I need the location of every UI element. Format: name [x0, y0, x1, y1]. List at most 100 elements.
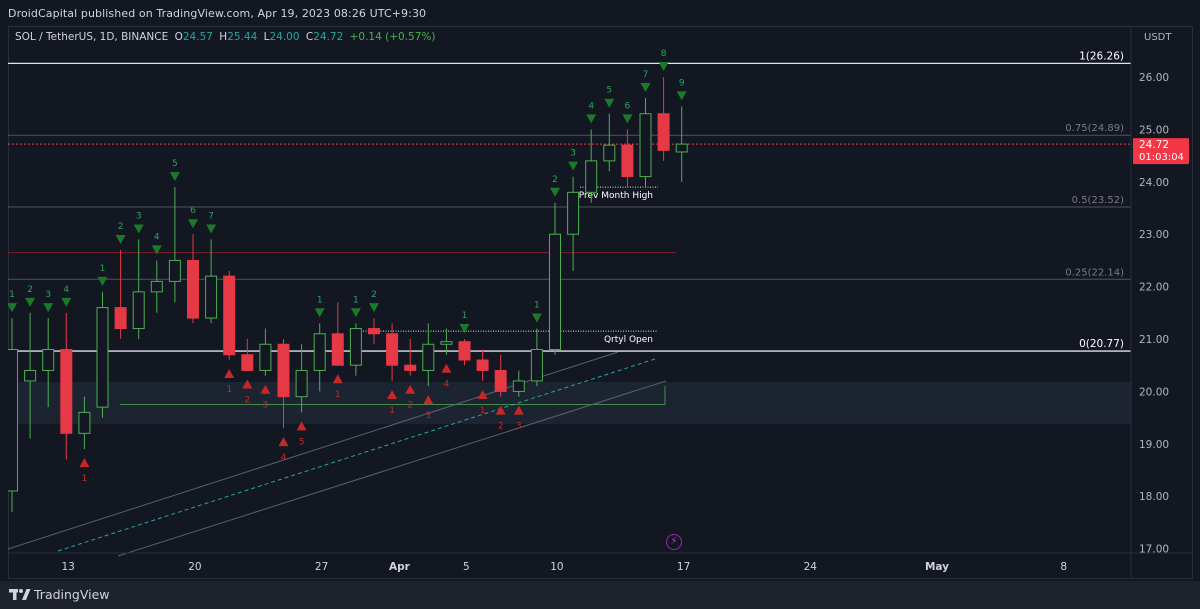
open-value: 24.57	[182, 31, 213, 43]
candle-body	[621, 144, 634, 178]
candle	[223, 270, 236, 360]
fib-level-label: 0.75(24.89)	[1065, 123, 1124, 134]
candle-body	[24, 369, 37, 382]
sell-setup-marker	[550, 187, 560, 197]
tradingview-logo[interactable]: TradingView	[9, 586, 110, 602]
candle-body	[205, 275, 218, 319]
buy-count-label: 2	[498, 422, 504, 432]
price-tick-label: 24.00	[1139, 177, 1169, 189]
symbol-label: SOL / TetherUS, 1D, BINANCE	[15, 31, 169, 43]
candle-body	[114, 307, 127, 330]
sell-count-label: 2	[552, 175, 558, 185]
high-value: 25.44	[227, 31, 258, 43]
price-tick-label: 22.00	[1139, 282, 1169, 294]
sell-count-label: 1	[534, 301, 540, 311]
sell-count-label: 1	[9, 290, 15, 300]
sell-count-label: 4	[63, 285, 69, 295]
candle-body	[313, 333, 326, 371]
candle	[331, 302, 344, 366]
candle	[295, 344, 308, 413]
buy-setup-marker	[332, 374, 343, 384]
sell-setup-marker	[61, 297, 72, 307]
candle	[24, 312, 37, 439]
sell-count-label: 3	[45, 290, 51, 300]
candle-body	[60, 349, 73, 434]
time-tick-label: 24	[804, 561, 818, 573]
lightning-icon[interactable]: ⚡	[666, 534, 682, 550]
buy-count-label: 1	[226, 385, 232, 395]
candle-body	[603, 144, 616, 162]
time-tick-label: 8	[1060, 561, 1067, 573]
close-label: C	[305, 31, 314, 43]
sell-setup-marker	[459, 324, 470, 334]
buy-setup-marker	[260, 384, 271, 394]
candle	[585, 129, 598, 203]
buy-setup-marker	[224, 368, 235, 378]
sell-count-label: 1	[100, 264, 106, 274]
change-value: +0.14 (+0.57%)	[349, 31, 436, 43]
time-tick-label: 20	[188, 561, 201, 573]
candle-body	[295, 369, 308, 398]
buy-count-label: 2	[244, 395, 250, 405]
time-tick-label: May	[925, 561, 949, 573]
time-tick-label: 13	[62, 561, 75, 573]
sell-setup-marker	[604, 98, 615, 108]
candle-body	[42, 349, 55, 371]
candle	[78, 396, 91, 450]
sell-count-label: 2	[27, 285, 33, 295]
candle-body	[549, 233, 561, 351]
candle	[567, 176, 580, 271]
time-tick-label: 10	[550, 561, 563, 573]
candle	[512, 370, 525, 397]
last-price-value: 24.72	[1139, 139, 1169, 151]
candle	[458, 339, 471, 366]
candle-body	[132, 291, 145, 330]
candle-body	[259, 343, 272, 371]
sell-setup-marker	[25, 297, 36, 307]
sell-setup-marker	[97, 276, 108, 286]
buy-setup-marker	[242, 379, 253, 389]
sell-count-label: 8	[661, 49, 667, 59]
candle	[440, 328, 453, 355]
brand-name: TradingView	[34, 586, 110, 602]
candle-body	[440, 341, 453, 345]
candle-body	[512, 380, 525, 392]
buy-setup-marker	[405, 384, 416, 394]
candle	[621, 129, 634, 188]
candle-body	[241, 354, 254, 371]
candle	[313, 323, 326, 392]
buy-count-label: 5	[299, 437, 305, 447]
candle	[241, 339, 254, 371]
sell-count-label: 2	[118, 222, 124, 232]
high-label: H	[219, 31, 228, 43]
candle-body	[458, 341, 471, 361]
sell-setup-marker	[133, 224, 144, 234]
price-chart[interactable]: 1(26.26) 0.75(24.89) 0.5(23.52) 0.25(22.14)…	[8, 26, 1193, 579]
buy-setup-marker	[79, 458, 90, 468]
buy-count-label: 2	[407, 401, 413, 411]
candle-body	[494, 369, 507, 392]
sell-setup-marker	[151, 245, 162, 255]
price-tick-label: 25.00	[1139, 124, 1169, 136]
candle-body	[585, 160, 598, 193]
sell-setup-marker	[369, 303, 379, 313]
sell-setup-marker	[676, 91, 687, 101]
price-tick-label: 19.00	[1139, 439, 1169, 451]
symbol-legend: SOL / TetherUS, 1D, BINANCE O24.57 H25.4…	[15, 31, 438, 43]
candle-body	[530, 349, 543, 382]
candle	[386, 323, 399, 381]
sell-count-label: 9	[679, 78, 685, 88]
open-label: O	[174, 31, 183, 43]
buy-count-label: 3	[425, 411, 431, 421]
publisher-info: DroidCapital published on TradingView.co…	[8, 7, 427, 20]
sell-setup-marker	[115, 234, 126, 244]
candle	[675, 106, 688, 182]
fib-level-label: 0.5(23.52)	[1072, 195, 1124, 206]
channel-lower-line	[117, 380, 667, 557]
sell-setup-marker	[43, 303, 54, 313]
candle-body	[187, 259, 199, 319]
sell-count-label: 3	[136, 211, 142, 221]
time-tick-label: 17	[677, 561, 690, 573]
candle-body	[675, 143, 688, 153]
sell-setup-marker	[188, 219, 198, 229]
